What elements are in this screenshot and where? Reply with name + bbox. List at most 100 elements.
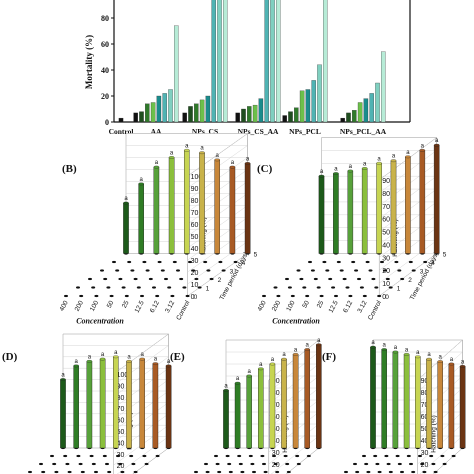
bar-cap [139, 357, 145, 361]
hatching-bar [390, 160, 397, 254]
floor-marker [344, 470, 348, 474]
grid-line [116, 436, 169, 474]
floor-marker [76, 454, 81, 458]
floor-marker [364, 462, 369, 466]
floor-marker [397, 462, 402, 466]
significance-label: a [170, 151, 174, 157]
floor-marker [423, 260, 428, 264]
floor-marker [316, 286, 321, 289]
significance-label: a [306, 343, 310, 349]
floor-marker [203, 260, 208, 264]
floor-marker [319, 294, 324, 298]
floor-marker [359, 286, 364, 289]
floor-marker [228, 470, 233, 474]
grid-line [379, 240, 437, 284]
concentration-tick-label: 6.12 [342, 299, 354, 314]
mortality-bar [363, 98, 369, 123]
floor-marker [310, 269, 315, 272]
bar-cap [199, 151, 205, 155]
bar-cap [126, 360, 132, 363]
mortality-bar [381, 51, 386, 123]
bar-cap [361, 167, 368, 170]
day-tick-label: 1 [206, 286, 210, 293]
floor-marker [368, 269, 373, 272]
mortality-bar [311, 80, 316, 123]
mortality-bar [168, 89, 173, 123]
floor-marker [250, 462, 255, 466]
floor-marker [285, 462, 290, 466]
concentration-tick-label: 12.5 [134, 299, 146, 314]
floor-marker [440, 454, 445, 458]
floor-marker [433, 470, 438, 474]
mortality-bar [346, 112, 351, 123]
significance-label: a [101, 352, 105, 358]
floor-marker [400, 470, 404, 474]
bar-cap [73, 364, 79, 368]
significance-label: a [231, 160, 235, 166]
mortality-bar [340, 117, 345, 123]
grid-line [417, 339, 463, 381]
grid-line [113, 333, 169, 375]
bar-cap [168, 156, 175, 159]
floor-marker [285, 277, 289, 281]
concentration-tick-label: 50 [301, 299, 311, 309]
bar-cap [234, 381, 241, 385]
hatching-bar [370, 347, 376, 449]
category-label: NPs_CS_AA [238, 127, 279, 136]
mortality-bar [205, 95, 211, 123]
floor-marker [118, 277, 123, 281]
floor-marker [148, 277, 153, 281]
mortality-bar [194, 103, 199, 123]
z-tick-label: 70 [382, 204, 390, 211]
floor-marker [406, 454, 411, 458]
concentration-tick-label: Control [175, 299, 191, 321]
z-tick-label: 80 [272, 390, 280, 397]
floor-marker [215, 462, 220, 466]
bar-cap [223, 389, 229, 392]
floor-marker [357, 277, 361, 281]
z-tick-label: 40 [272, 438, 280, 445]
floor-marker [308, 260, 312, 264]
category-label: NPs_PCL [289, 127, 321, 136]
hatching-bar [376, 163, 382, 254]
floor-marker [88, 277, 92, 281]
hatching-bar [229, 166, 236, 254]
grid-line [187, 133, 248, 177]
floor-marker [204, 462, 208, 466]
floor-marker [50, 454, 54, 458]
bar-cap [153, 165, 160, 169]
floor-marker [115, 269, 120, 272]
z-tick-label: 50 [272, 426, 280, 433]
floor-marker [394, 260, 399, 264]
category-label: AA [151, 127, 162, 136]
floor-marker [339, 269, 344, 272]
y-tick-label: 60 [101, 40, 109, 49]
z-tick-label: 80 [382, 191, 390, 198]
hatching-bar [234, 383, 241, 449]
mortality-bar [282, 115, 287, 123]
floor-marker [209, 277, 214, 281]
hatching-bar [269, 363, 276, 449]
hatching-bar [73, 365, 79, 449]
panel-label-e: (E) [170, 351, 185, 363]
floor-marker [382, 269, 387, 272]
concentration-tick-label: 50 [106, 299, 116, 309]
concentration-tick-label: 12.5 [328, 299, 340, 314]
z-tick-label: 70 [272, 402, 280, 409]
floor-marker [89, 454, 94, 458]
significance-label: a [114, 350, 118, 356]
floor-marker [354, 269, 359, 272]
z-tick-label: 50 [191, 234, 199, 241]
floor-marker [133, 470, 138, 474]
y-tick-label: 80 [101, 14, 109, 23]
z-tick-label: 50 [117, 429, 125, 436]
mortality-bar [369, 93, 374, 123]
floor-marker [296, 462, 301, 466]
z-tick-label: 90 [272, 378, 280, 385]
concentration-tick-label: 25 [121, 299, 131, 309]
floor-marker [39, 462, 43, 466]
significance-label: a [155, 160, 159, 166]
floor-marker [131, 462, 136, 466]
grid-line [419, 435, 463, 474]
